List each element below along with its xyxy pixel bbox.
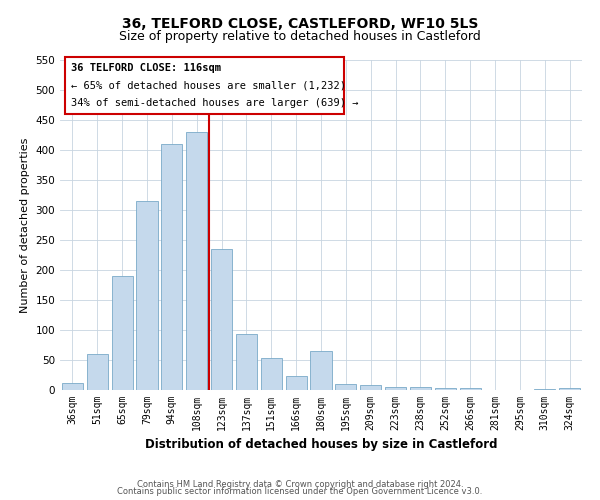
Bar: [559, 388, 580, 390]
Bar: [310, 351, 332, 390]
X-axis label: Distribution of detached houses by size in Castleford: Distribution of detached houses by size …: [145, 438, 497, 452]
Bar: [410, 387, 431, 390]
Text: Contains HM Land Registry data © Crown copyright and database right 2024.: Contains HM Land Registry data © Crown c…: [137, 480, 463, 489]
Bar: [136, 201, 158, 390]
Text: 36, TELFORD CLOSE, CASTLEFORD, WF10 5LS: 36, TELFORD CLOSE, CASTLEFORD, WF10 5LS: [122, 18, 478, 32]
Bar: [435, 388, 456, 390]
Bar: [62, 383, 83, 390]
Bar: [236, 334, 257, 390]
Bar: [112, 276, 133, 390]
FancyBboxPatch shape: [65, 56, 344, 114]
Text: Contains public sector information licensed under the Open Government Licence v3: Contains public sector information licen…: [118, 487, 482, 496]
Text: ← 65% of detached houses are smaller (1,232): ← 65% of detached houses are smaller (1,…: [71, 80, 346, 90]
Bar: [335, 384, 356, 390]
Bar: [360, 384, 381, 390]
Bar: [460, 388, 481, 390]
Text: 36 TELFORD CLOSE: 116sqm: 36 TELFORD CLOSE: 116sqm: [71, 62, 221, 72]
Bar: [186, 132, 207, 390]
Text: 34% of semi-detached houses are larger (639) →: 34% of semi-detached houses are larger (…: [71, 98, 359, 108]
Bar: [286, 376, 307, 390]
Text: Size of property relative to detached houses in Castleford: Size of property relative to detached ho…: [119, 30, 481, 43]
Bar: [87, 354, 108, 390]
Bar: [261, 358, 282, 390]
Bar: [211, 249, 232, 390]
Bar: [161, 144, 182, 390]
Y-axis label: Number of detached properties: Number of detached properties: [20, 138, 30, 312]
Bar: [534, 389, 555, 390]
Bar: [385, 387, 406, 390]
